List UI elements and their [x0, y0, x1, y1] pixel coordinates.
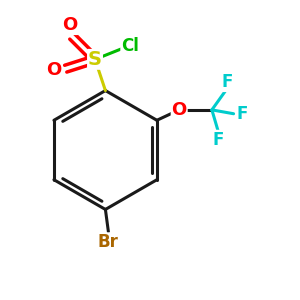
Text: Br: Br — [98, 233, 119, 251]
Text: O: O — [62, 16, 77, 34]
Text: F: F — [212, 130, 224, 148]
Text: F: F — [237, 105, 248, 123]
Text: S: S — [88, 50, 102, 69]
Text: F: F — [221, 73, 232, 91]
Text: O: O — [172, 101, 187, 119]
Text: O: O — [46, 61, 61, 79]
Text: Cl: Cl — [121, 37, 139, 55]
